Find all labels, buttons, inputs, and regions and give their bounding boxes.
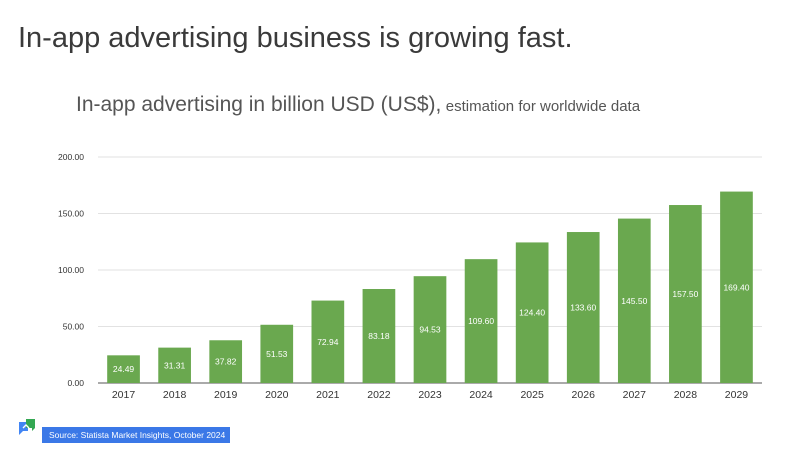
bar (413, 276, 447, 383)
y-tick-label: 200.00 (58, 152, 84, 162)
y-tick-label: 150.00 (58, 209, 84, 219)
bar (209, 340, 243, 383)
x-tick-label: 2018 (163, 389, 187, 401)
x-tick-label: 2029 (725, 389, 749, 401)
x-tick-label: 2027 (623, 389, 647, 401)
source-label: Source: Statista Market Insights, Octobe… (42, 427, 230, 443)
data-label: 133.60 (570, 303, 596, 313)
x-tick-label: 2019 (214, 389, 238, 401)
x-tick-label: 2026 (572, 389, 596, 401)
bar (311, 300, 345, 383)
data-label: 37.82 (215, 357, 237, 367)
bar (464, 259, 498, 383)
data-label: 31.31 (164, 360, 186, 370)
bar-chart: 0.00 50.00 100.00 150.00 200.00 24.49 2017 31.3… (58, 152, 762, 401)
bar (566, 232, 600, 383)
data-label: 94.53 (419, 325, 441, 335)
bar (515, 242, 549, 383)
y-tick-label: 0.00 (67, 378, 84, 388)
x-tick-label: 2020 (265, 389, 289, 401)
y-tick-label: 100.00 (58, 265, 84, 275)
chart-title-main: In-app advertising in billion USD (US$), (76, 93, 442, 116)
bar (720, 191, 753, 383)
data-label: 124.40 (519, 308, 545, 318)
data-label: 83.18 (368, 331, 390, 341)
data-label: 51.53 (266, 349, 288, 359)
bar (362, 289, 396, 383)
y-tick-label: 50.00 (63, 322, 85, 332)
chart-title-sub: estimation for worldwide data (445, 98, 641, 115)
data-label: 145.50 (621, 296, 647, 306)
bar (107, 355, 140, 383)
x-tick-label: 2024 (469, 389, 493, 401)
data-label: 157.50 (672, 289, 698, 299)
chart-title: In-app advertising in billion USD (US$),… (76, 93, 640, 117)
data-label: 109.60 (468, 316, 494, 326)
x-tick-label: 2023 (418, 389, 442, 401)
data-label: 24.49 (113, 364, 135, 374)
x-tick-label: 2017 (112, 389, 136, 401)
bar (669, 205, 702, 383)
data-label: 169.40 (723, 282, 749, 292)
bar (260, 324, 294, 383)
bar (158, 347, 191, 383)
x-tick-label: 2022 (367, 389, 391, 401)
statista-logo-icon (19, 419, 35, 435)
x-tick-label: 2025 (520, 389, 544, 401)
x-tick-label: 2028 (674, 389, 698, 401)
bar (617, 218, 651, 383)
slide-title: In-app advertising business is growing f… (18, 22, 573, 54)
x-tick-label: 2021 (316, 389, 340, 401)
data-label: 72.94 (317, 337, 339, 347)
